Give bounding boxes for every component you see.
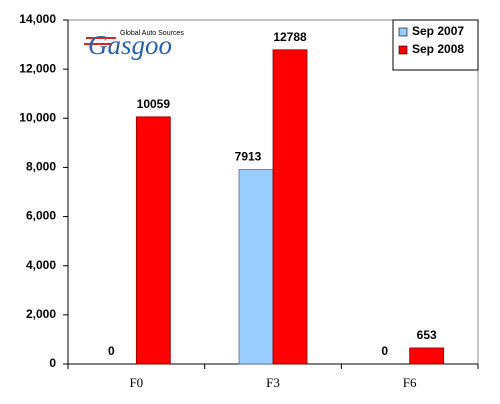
data-label: 12788 [273,30,307,44]
data-label: 7913 [235,150,262,164]
bar [409,347,445,365]
y-tick-label: 14,000 [19,12,56,26]
data-label: 0 [108,344,115,358]
legend-label: Sep 2008 [412,42,464,56]
data-label: 0 [381,344,388,358]
x-tick-label: F6 [403,375,417,390]
data-label: 10059 [137,97,171,111]
bar [272,49,308,365]
legend: Sep 2007 Sep 2008 [392,19,479,71]
y-tick-label: 4,000 [26,258,56,272]
legend-label: Sep 2007 [412,24,464,38]
y-tick-label: 8,000 [26,160,56,174]
legend-swatch [398,27,408,37]
logo: Global Auto Sources Gasgoo [84,30,184,60]
legend-swatch [398,45,408,55]
data-label: 653 [417,328,437,342]
bar [238,169,274,365]
y-tick-label: 0 [49,356,56,370]
x-tick-label: F3 [266,375,280,390]
x-tick-label: F0 [129,375,143,390]
bar [135,116,171,365]
logo-tagline: Global Auto Sources [120,30,184,37]
y-tick-label: 12,000 [19,61,56,75]
logo-name: Gasgoo [88,30,172,60]
y-tick-label: 2,000 [26,307,56,321]
y-tick-label: 10,000 [19,110,56,124]
y-tick-label: 6,000 [26,209,56,223]
